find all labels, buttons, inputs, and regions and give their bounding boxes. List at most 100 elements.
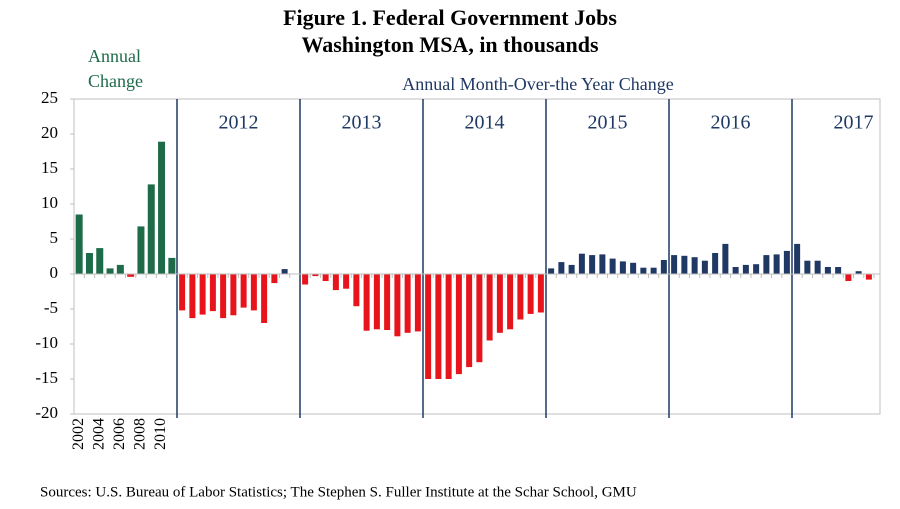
series-label: Annual Change [88,46,143,91]
group-label: 2015 [588,112,628,134]
bar [363,274,370,331]
bar [742,264,749,274]
bar [527,274,534,314]
plot-frame [73,98,881,415]
bar [722,243,729,274]
bar [609,258,616,274]
bar [845,274,852,281]
bar [189,274,196,319]
bar [855,271,862,274]
bar [106,268,114,274]
bar [312,274,319,277]
bar [209,274,216,312]
bar [322,274,329,281]
bar [671,255,678,274]
bar [753,264,760,274]
bar [476,274,483,363]
bar [353,274,360,307]
bar [773,254,780,274]
y-tick-label: -10 [35,333,58,352]
bar [384,274,391,330]
bar [394,274,401,337]
y-tick-label: -15 [35,368,58,387]
bar [261,274,268,323]
y-tick-label: -5 [44,298,58,317]
bar [814,260,821,274]
bar [240,274,247,308]
bar [660,260,667,274]
bar [712,253,719,274]
bar [701,260,708,274]
bar [116,264,124,274]
series-label: Annual Month-Over-the Year Change [402,74,674,94]
bar [127,274,135,277]
y-tick-label: 25 [41,88,58,107]
bar [158,141,166,274]
group-label: 2017 [834,112,874,134]
bar [271,274,278,284]
bar [681,255,688,274]
bar [302,274,309,285]
bar [137,226,145,274]
x-tick-label: 2010 [152,418,169,450]
bar [794,243,801,274]
bar [865,274,872,280]
bar [373,274,380,330]
group-label: 2016 [711,112,751,134]
bar [466,274,473,368]
bar [691,257,698,274]
bar [486,274,493,341]
bar [496,274,503,333]
bar [147,184,155,274]
bar [835,267,842,274]
bar [568,264,575,274]
bar [804,260,811,274]
bar [85,253,93,274]
bar [650,267,657,274]
bar [548,268,555,274]
chart-title: Figure 1. Federal Government Jobs [283,5,617,30]
chart-subtitle: Washington MSA, in thousands [301,32,599,57]
bar [783,250,790,274]
bar [75,214,83,274]
bar [558,262,565,274]
group-label: 2013 [342,112,382,134]
bar [763,255,770,274]
bar [507,274,514,330]
y-tick-label: 20 [41,123,58,142]
bar [599,254,606,274]
bar [640,267,647,274]
x-tick-label: 2008 [132,418,149,450]
group-label: 2012 [219,112,259,134]
bar [332,274,339,291]
x-tick-label: 2004 [90,418,107,450]
bar [455,274,462,375]
y-tick-label: -20 [35,403,58,422]
bar [220,274,227,319]
group-label: 2014 [465,112,505,134]
y-tick-label: 10 [41,193,58,212]
bar [414,274,421,332]
bar [630,262,637,274]
bar [517,274,524,320]
bar [179,274,186,311]
bar [168,257,176,274]
bar [343,274,350,289]
bar [619,261,626,274]
bar [445,274,452,379]
bar [824,267,831,274]
bar [732,267,739,274]
y-tick-label: 0 [50,263,59,282]
bar [578,253,585,274]
bar [425,274,432,379]
bar [281,269,288,274]
bar [199,274,206,315]
x-tick-label: 2006 [111,418,128,450]
bar [435,274,442,379]
bar [96,248,104,274]
y-tick-label: 5 [50,228,59,247]
bar [250,274,257,311]
bar [230,274,237,316]
bar [589,255,596,274]
